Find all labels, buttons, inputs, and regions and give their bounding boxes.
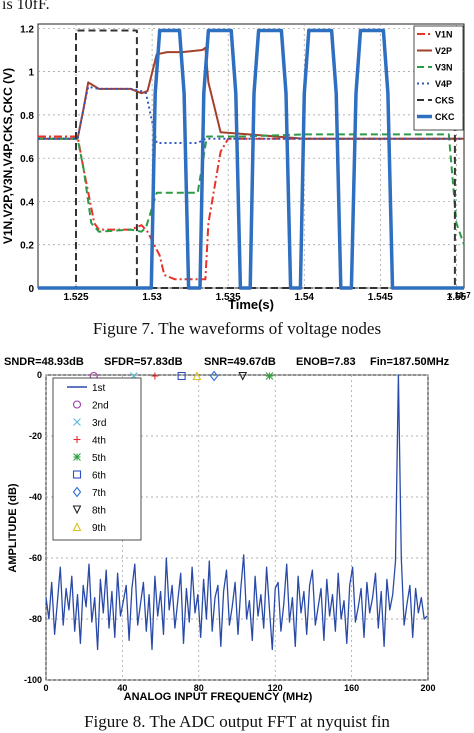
- fig8-xtick-label: 160: [344, 683, 359, 693]
- preceding-text: is 10fF.: [2, 0, 50, 13]
- fig8-series-fft: [45, 374, 428, 651]
- fig7-ytick-label: 0.2: [20, 241, 34, 252]
- fig8-legend-marker: [72, 486, 82, 498]
- figure7-caption: Figure 7. The waveforms of voltage nodes: [92, 319, 382, 338]
- fig7-ytick-label: 0.8: [20, 111, 34, 122]
- fig8-legend-label: 8th: [92, 506, 106, 517]
- fig7-ytick-label: 1: [28, 68, 34, 79]
- fig8-harmonic-7th: [209, 370, 219, 382]
- fig7-legend: V1N V2P V3N V4P CKS CKC: [413, 25, 464, 131]
- figure8-caption: Figure 8. The ADC output FFT at nyquist …: [84, 712, 390, 731]
- fig8-legend-label: 2nd: [92, 401, 109, 412]
- fig7-xtick-label: 1.53: [142, 292, 162, 303]
- fig8-stat: Fin=187.50MHz: [370, 356, 450, 368]
- fig7-xtick-label: 1.55: [447, 292, 467, 303]
- fig7-ytick-label: 0.4: [20, 197, 34, 208]
- fig7-series-ckc: [38, 28, 464, 290]
- fig8-legend-label: 4th: [92, 436, 106, 447]
- fig8-ytick-label: -40: [29, 492, 42, 502]
- fig8-harmonic-9th: [192, 371, 202, 381]
- fig8-stat: SNDR=48.93dB: [4, 356, 84, 368]
- fig8-xtick-label: 0: [43, 683, 48, 693]
- fig7-xtick-label: 1.54: [295, 292, 315, 303]
- fig8-legend-marker: [72, 470, 82, 479]
- figure7-chart: 1.525 1.53 1.535 1.54 1.545 1.55 0 0.2 0.4 0.6 0.8…: [1, 23, 471, 312]
- fig8-stats-header: SNDR=48.93dB SFDR=57.83dB SNR=49.67dB ENOB=…: [4, 356, 450, 368]
- fig8-legend-label: 5th: [92, 453, 106, 464]
- fig7-series-v3n: [38, 133, 465, 246]
- fig8-stat: SFDR=57.83dB: [104, 356, 183, 368]
- fig8-legend-marker: [73, 418, 81, 426]
- fig7-ticks: 1.525 1.53 1.535 1.54 1.545 1.55 0 0.2 0.4 0.6 0.8…: [20, 24, 466, 303]
- fig8-ytick-label: 0: [37, 370, 42, 380]
- fig7-ylabel: V1N,V2P,V3N,V4P,CKS,CKC (V): [1, 68, 15, 244]
- fig8-xlabel: ANALOG INPUT FREQUENCY (MHz): [124, 691, 313, 703]
- figure8-chart: SNDR=48.93dB SFDR=57.83dB SNR=49.67dB ENOB=…: [4, 356, 450, 703]
- fig8-legend-label: 1st: [92, 383, 106, 394]
- fig8-legend-box: [52, 377, 142, 541]
- fig8-stat: SNR=49.67dB: [204, 356, 276, 368]
- fig8-harmonic-4th: [151, 372, 159, 380]
- fig8-ytick-label: -100: [24, 675, 42, 685]
- fig8-ticks: 0 40 80 120 160 200 0 -20 -40 -60 -80 -100: [24, 370, 436, 693]
- fig8-ytick-label: -20: [29, 431, 42, 441]
- fig8-legend-label: 6th: [92, 471, 106, 482]
- fig7-legend-label: CKS: [435, 96, 454, 106]
- fig8-stat: ENOB=7.83: [296, 356, 356, 368]
- fig8-legend-label: 3rd: [92, 418, 106, 429]
- fig7-legend-label: V3N: [435, 63, 453, 73]
- fig7-xlabel: Time(s): [228, 297, 274, 312]
- fig8-ylabel: AMPLITUDE (dB): [7, 483, 19, 573]
- fig7-ytick-label: 0.6: [20, 154, 34, 165]
- fig7-xtick-label: 1.525: [64, 292, 89, 303]
- fig8-xtick-label: 80: [194, 683, 204, 693]
- fig8-legend-label: 7th: [92, 488, 106, 499]
- fig8-harmonic-5th: [265, 372, 274, 380]
- fig8-harmonic-8th: [238, 371, 248, 381]
- fig7-legend-label: V4P: [435, 79, 452, 89]
- fig8-xtick-label: 120: [268, 683, 283, 693]
- fig8-ytick-label: -80: [29, 614, 42, 624]
- fig7-ytick-label: 1.2: [20, 24, 34, 35]
- fig8-series-lines: [45, 374, 428, 651]
- fig8-xtick-label: 200: [420, 683, 435, 693]
- fig8-legend-label: 9th: [92, 523, 106, 534]
- fig8-legend-marker: [73, 436, 81, 443]
- fig7-legend-label: V2P: [435, 46, 452, 56]
- fig7-legend-box: [413, 25, 464, 131]
- fig8-legend: 1st 2nd 3rd 4th 5th 6th 7th 8th 9th: [52, 377, 142, 541]
- fig7-legend-label: V1N: [435, 30, 453, 40]
- fig8-legend-marker: [72, 400, 82, 409]
- fig8-ytick-label: -60: [29, 553, 42, 563]
- fig7-x-multiplier: x 10-7: [448, 291, 471, 300]
- fig7-xtick-label: 1.545: [368, 292, 393, 303]
- fig8-xtick-label: 40: [117, 683, 127, 693]
- fig7-ytick-label: 0: [28, 284, 34, 295]
- fig8-harmonic-6th: [177, 371, 186, 381]
- fig7-xtick-label: 1.535: [216, 292, 241, 303]
- fig8-legend-marker: [72, 505, 82, 515]
- fig8-harmonic-markers: [89, 370, 274, 382]
- fig7-series-lines: [38, 28, 465, 290]
- fig7-legend-label: CKC: [435, 112, 455, 122]
- fig8-legend-marker: [72, 522, 82, 532]
- fig8-legend-marker: [73, 453, 81, 461]
